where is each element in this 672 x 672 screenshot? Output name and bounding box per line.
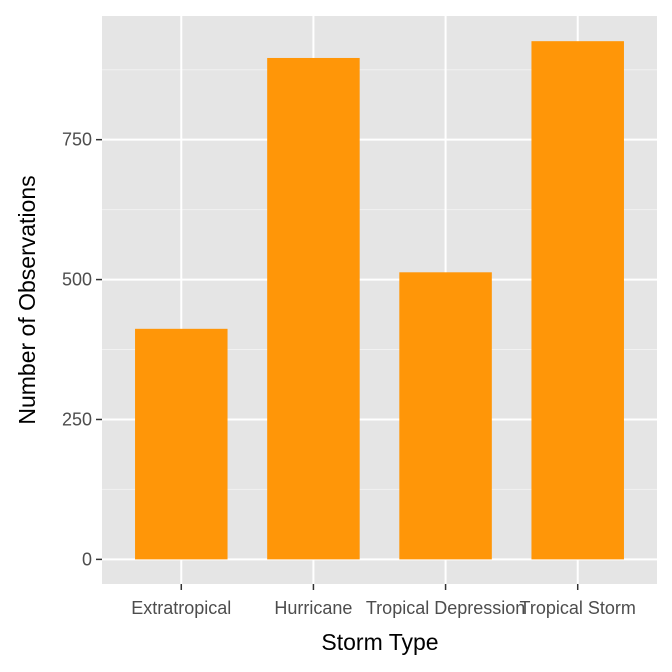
bar: [267, 57, 360, 560]
bar: [135, 328, 228, 560]
y-tick-label: 0: [82, 549, 92, 569]
x-axis: Extratropical Hurricane Tropical Depressio…: [131, 584, 636, 618]
bar: [399, 272, 492, 560]
x-tick-label: Extratropical: [131, 598, 231, 618]
bar: [531, 41, 624, 560]
y-axis: 0 250 500 750: [62, 130, 102, 569]
x-tick-label: Tropical Storm: [520, 598, 636, 618]
y-tick-label: 750: [62, 130, 92, 150]
y-tick-label: 250: [62, 409, 92, 429]
x-tick-label: Hurricane: [274, 598, 352, 618]
y-tick-label: 500: [62, 270, 92, 290]
bars: [135, 41, 624, 560]
y-axis-title: Number of Observations: [14, 175, 40, 424]
x-axis-title: Storm Type: [321, 629, 438, 655]
x-tick-label: Tropical Depression: [366, 598, 525, 618]
